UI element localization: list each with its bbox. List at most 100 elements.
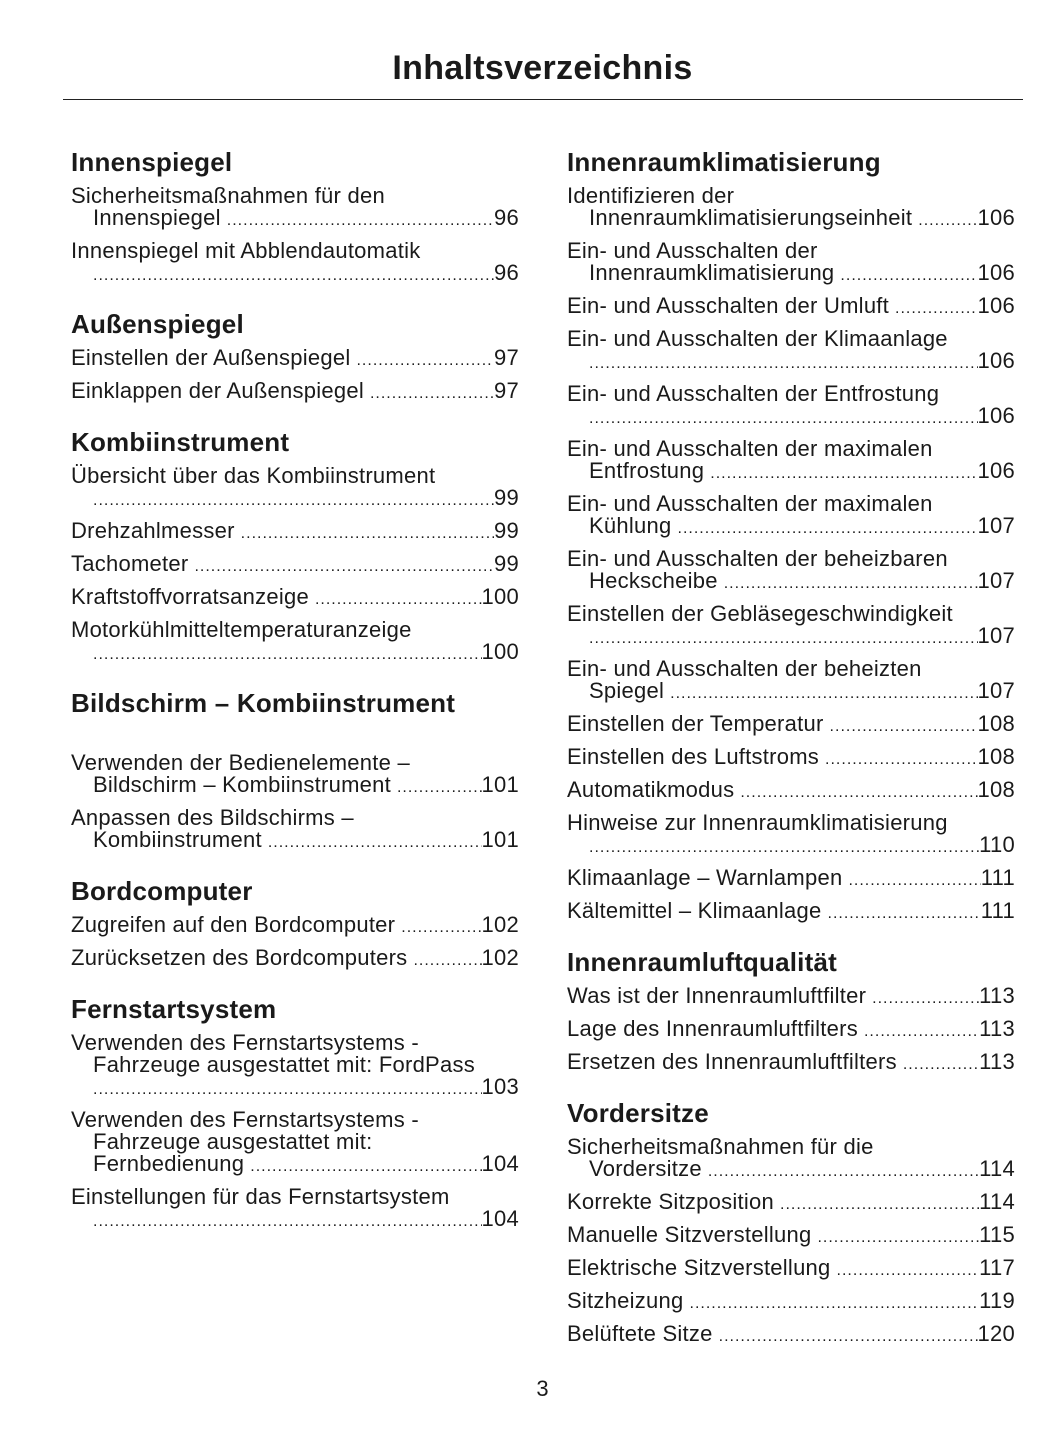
toc-entry[interactable]: Ein- und Ausschalten der maximalen Entfro… <box>567 438 1015 485</box>
toc-entry[interactable]: Zugreifen auf den Bordcomputer 102 <box>71 914 519 939</box>
dot-leader <box>268 832 482 854</box>
toc-section: Fernstartsystem Verwenden des Fernstartsy… <box>71 994 519 1233</box>
toc-entry[interactable]: Sicherheitsmaßnahmen für den Innenspiegel… <box>71 185 519 232</box>
toc-entry[interactable]: Kältemittel – Klimaanlage 111 <box>567 900 1015 925</box>
toc-entry[interactable]: Klimaanlage – Warnlampen 111 <box>567 867 1015 892</box>
entry-text: Sitzheizung <box>567 1288 684 1313</box>
toc-entry[interactable]: Ein- und Ausschalten der maximalen Kühlun… <box>567 493 1015 540</box>
entry-page-number: 115 <box>979 1222 1015 1247</box>
toc-section: Innenraumklimatisierung Identifizieren de… <box>567 147 1015 925</box>
toc-entry[interactable]: Korrekte Sitzposition 114 <box>567 1191 1015 1216</box>
dot-leader <box>780 1194 979 1216</box>
toc-entry[interactable]: Verwenden des Fernstartsystems - Fahrzeug… <box>71 1109 519 1178</box>
entry-text: Spiegel <box>589 678 665 703</box>
entry-page-number: 97 <box>494 345 519 370</box>
toc-entry[interactable]: Innenspiegel mit Abblendautomatik 96 <box>71 240 519 287</box>
dot-leader <box>895 298 978 320</box>
entry-page-number: 119 <box>979 1288 1015 1313</box>
dot-leader <box>740 782 977 804</box>
toc-entry[interactable]: Einstellen der Gebläsegeschwindigkeit 107 <box>567 603 1015 650</box>
dot-leader <box>690 1293 980 1315</box>
entry-text: Automatikmodus <box>567 777 735 802</box>
toc-entry[interactable]: Hinweise zur Innenraumklimatisierung 110 <box>567 812 1015 859</box>
toc-entry[interactable]: Elektrische Sitzverstellung 117 <box>567 1257 1015 1282</box>
entry-text: Lage des Innenraumluftfilters <box>567 1016 858 1041</box>
section-heading: Vordersitze <box>567 1098 709 1128</box>
toc-entry[interactable]: Motorkühlmitteltemperaturanzeige 100 <box>71 619 519 666</box>
toc-entry[interactable]: Ein- und Ausschalten der Klimaanlage 106 <box>567 328 1015 375</box>
entry-last-line: Kältemittel – Klimaanlage 111 <box>567 900 1015 925</box>
entry-text: Einstellen der Temperatur <box>567 711 824 736</box>
entry-text: Bildschirm – Kombiinstrument <box>93 772 391 797</box>
entry-page-number: 104 <box>481 1206 519 1231</box>
toc-entry[interactable]: Ein- und Ausschalten der Innenraumklimati… <box>567 240 1015 287</box>
toc-entry[interactable]: Übersicht über das Kombiinstrument 99 <box>71 465 519 512</box>
dot-leader <box>370 383 494 405</box>
entry-text: Sicherheitsmaßnahmen für den <box>71 183 385 208</box>
entry-text: Sicherheitsmaßnahmen für die <box>567 1134 874 1159</box>
entry-text: Fahrzeuge ausgestattet mit: <box>93 1129 373 1154</box>
toc-entry[interactable]: Zurücksetzen des Bordcomputers 102 <box>71 947 519 972</box>
entry-page-number: 114 <box>979 1156 1015 1181</box>
toc-entry[interactable]: Identifizieren der Innenraumklimatisierun… <box>567 185 1015 232</box>
toc-entry[interactable]: Anpassen des Bildschirms – Kombiinstrumen… <box>71 807 519 854</box>
dot-leader <box>589 837 979 859</box>
toc-entry[interactable]: Ein- und Ausschalten der beheizbaren Heck… <box>567 548 1015 595</box>
toc-entry[interactable]: Einstellen der Temperatur 108 <box>567 713 1015 738</box>
entry-text: Belüftete Sitze <box>567 1321 713 1346</box>
entry-page-number: 110 <box>979 832 1015 857</box>
toc-entry[interactable]: Einstellungen für das Fernstartsystem 104 <box>71 1186 519 1233</box>
toc-entry[interactable]: Drehzahlmesser 99 <box>71 520 519 545</box>
entry-text: Ein- und Ausschalten der <box>567 238 818 263</box>
page-title: Inhaltsverzeichnis <box>392 49 693 87</box>
entry-last-line: 107 <box>567 625 1015 650</box>
entry-last-line: Korrekte Sitzposition 114 <box>567 1191 1015 1216</box>
toc-entry[interactable]: Verwenden der Bedienelemente – Bildschirm… <box>71 752 519 799</box>
section-heading: Innenraumklimatisierung <box>567 147 881 177</box>
dot-leader <box>93 1211 482 1233</box>
entry-text: Identifizieren der <box>567 183 735 208</box>
dot-leader <box>710 463 977 485</box>
toc-entry[interactable]: Ein- und Ausschalten der Entfrostung 106 <box>567 383 1015 430</box>
toc-entry[interactable]: Lage des Innenraumluftfilters 113 <box>567 1018 1015 1043</box>
entry-text: Klimaanlage – Warnlampen <box>567 865 843 890</box>
entry-last-line: 99 <box>71 487 519 512</box>
entry-last-line: Lage des Innenraumluftfilters 113 <box>567 1018 1015 1043</box>
entry-page-number: 102 <box>481 945 519 970</box>
toc-entry[interactable]: Belüftete Sitze 120 <box>567 1323 1015 1348</box>
toc-entry[interactable]: Was ist der Innenraumluftfilter 113 <box>567 985 1015 1010</box>
toc-entry[interactable]: Verwenden des Fernstartsystems - Fahrzeug… <box>71 1032 519 1101</box>
toc-entry[interactable]: Automatikmodus 108 <box>567 779 1015 804</box>
entry-last-line: Kühlung 107 <box>567 515 1015 540</box>
entry-page-number: 120 <box>977 1321 1015 1346</box>
toc-right-column: Innenraumklimatisierung Identifizieren de… <box>567 147 1015 1370</box>
entry-last-line: 106 <box>567 405 1015 430</box>
toc-entry[interactable]: Tachometer 99 <box>71 553 519 578</box>
entry-text: Fernbedienung <box>93 1151 245 1176</box>
toc-entry[interactable]: Manuelle Sitzverstellung 115 <box>567 1224 1015 1249</box>
entry-page-number: 107 <box>977 513 1015 538</box>
toc-entry[interactable]: Ein- und Ausschalten der Umluft 106 <box>567 295 1015 320</box>
toc-entry[interactable]: Ein- und Ausschalten der beheizten Spiege… <box>567 658 1015 705</box>
dot-leader <box>413 950 481 972</box>
toc-entry[interactable]: Einstellen der Außenspiegel 97 <box>71 347 519 372</box>
toc-entry[interactable]: Einklappen der Außenspiegel 97 <box>71 380 519 405</box>
toc-section: Innenspiegel Sicherheitsmaßnahmen für den… <box>71 147 519 287</box>
dot-leader <box>93 1079 482 1101</box>
title-divider <box>63 99 1023 100</box>
entry-text: Ein- und Ausschalten der Entfrostung <box>567 381 940 406</box>
toc-entry[interactable]: Sitzheizung 119 <box>567 1290 1015 1315</box>
entry-text: Einstellen der Gebläsegeschwindigkeit <box>567 601 953 626</box>
toc-section: Kombiinstrument Übersicht über das Kombii… <box>71 427 519 666</box>
toc-entry[interactable]: Einstellen des Luftstroms 108 <box>567 746 1015 771</box>
toc-entry[interactable]: Ersetzen des Innenraumluftfilters 113 <box>567 1051 1015 1076</box>
entry-last-line: Klimaanlage – Warnlampen 111 <box>567 867 1015 892</box>
entry-text: Ein- und Ausschalten der beheizten <box>567 656 922 681</box>
dot-leader <box>93 265 494 287</box>
toc-entry[interactable]: Kraftstoffvorratsanzeige 100 <box>71 586 519 611</box>
entry-text: Innenspiegel <box>93 205 221 230</box>
entry-last-line: Drehzahlmesser 99 <box>71 520 519 545</box>
entry-last-line: Automatikmodus 108 <box>567 779 1015 804</box>
